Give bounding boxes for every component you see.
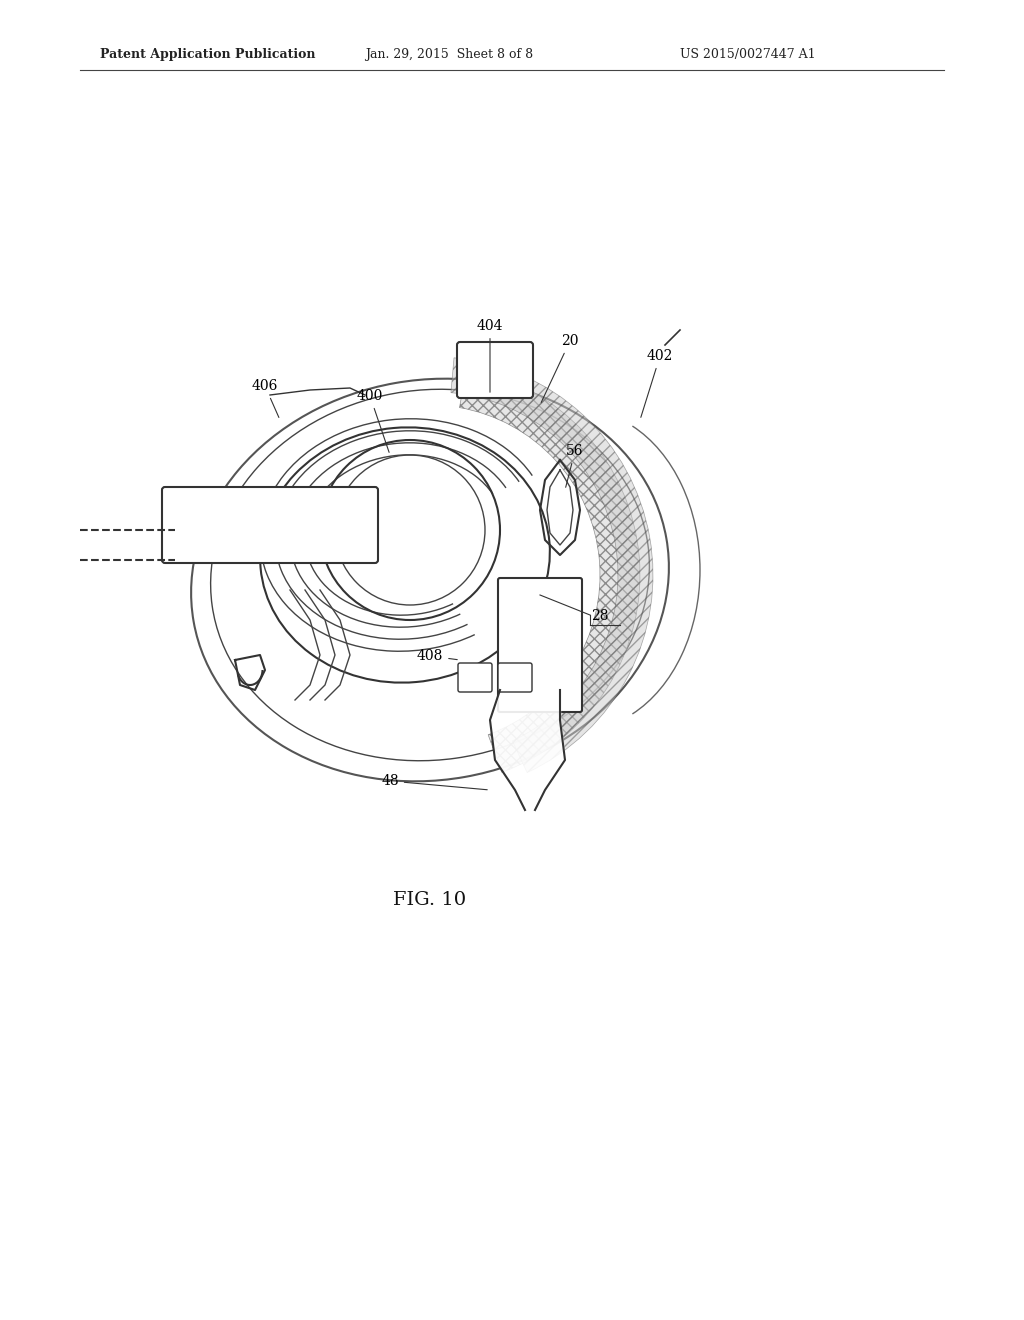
- Text: 56: 56: [565, 444, 584, 487]
- Ellipse shape: [260, 428, 550, 682]
- FancyBboxPatch shape: [457, 342, 534, 399]
- Text: Patent Application Publication: Patent Application Publication: [100, 48, 315, 61]
- Wedge shape: [451, 358, 653, 772]
- Text: US 2015/0027447 A1: US 2015/0027447 A1: [680, 48, 816, 61]
- Text: 402: 402: [641, 348, 673, 417]
- Text: 406: 406: [252, 379, 279, 417]
- Text: 20: 20: [541, 334, 579, 403]
- FancyBboxPatch shape: [458, 663, 492, 692]
- Text: 28: 28: [591, 609, 608, 623]
- FancyBboxPatch shape: [162, 487, 378, 564]
- Text: 404: 404: [477, 319, 503, 392]
- Text: 48: 48: [381, 774, 487, 789]
- Text: FIG. 10: FIG. 10: [393, 891, 467, 909]
- Text: Jan. 29, 2015  Sheet 8 of 8: Jan. 29, 2015 Sheet 8 of 8: [365, 48, 534, 61]
- Text: 400: 400: [356, 389, 389, 453]
- Wedge shape: [460, 368, 640, 772]
- FancyBboxPatch shape: [498, 663, 532, 692]
- Text: 408: 408: [417, 649, 458, 663]
- FancyBboxPatch shape: [498, 578, 582, 711]
